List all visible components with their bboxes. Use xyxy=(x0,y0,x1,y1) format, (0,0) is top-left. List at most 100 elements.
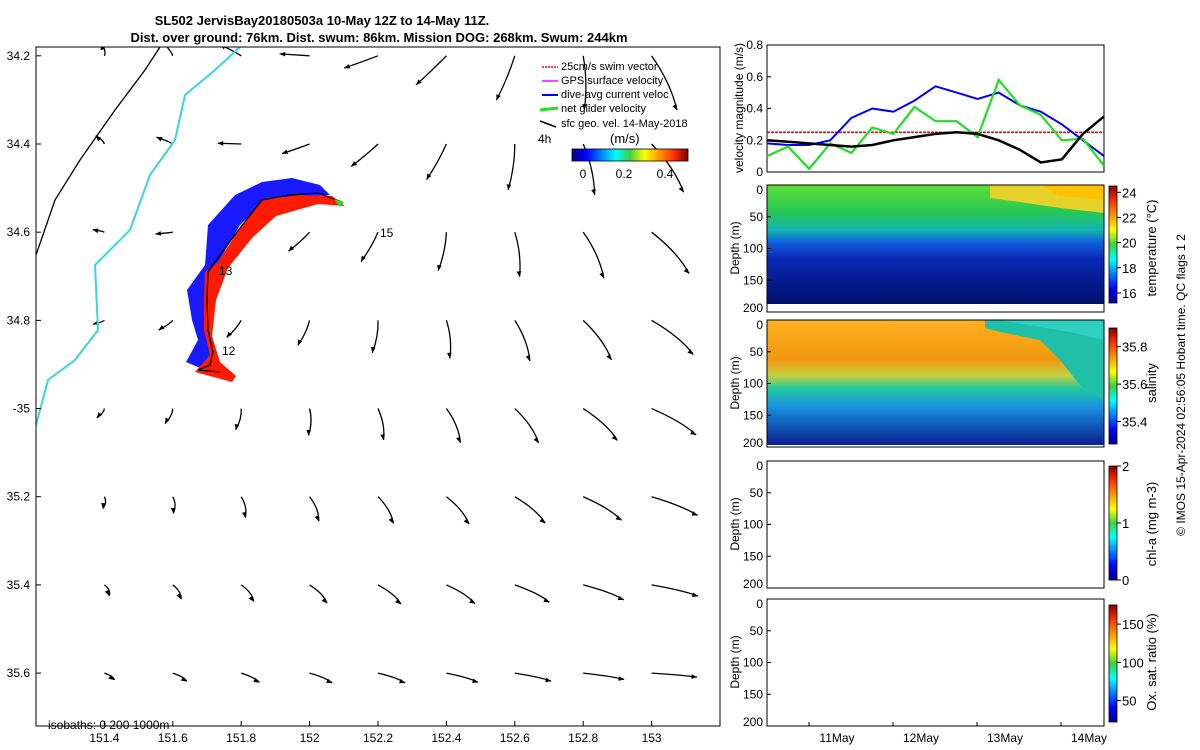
oxygen-colorbar xyxy=(1108,604,1118,723)
current-vector xyxy=(582,319,613,361)
colorbar-tick-label: 18 xyxy=(1122,261,1136,276)
current-vector-head xyxy=(617,595,624,601)
current-vector-head xyxy=(248,595,254,602)
map-y-tick-label: 34.4 xyxy=(7,137,31,151)
map-y-tick-label: 34.6 xyxy=(7,225,31,239)
track-blue-band xyxy=(186,178,330,372)
chla-panel: Depth (m) chl-a (mg m-3) xyxy=(728,460,1159,589)
current-vector-head xyxy=(516,271,522,277)
current-vector-head xyxy=(156,137,163,142)
current-vector-head xyxy=(226,331,233,338)
current-vector-head xyxy=(606,354,612,360)
oxygen-axes xyxy=(766,598,1105,727)
current-vector-head xyxy=(543,597,550,603)
current-vector-head xyxy=(281,149,288,154)
track-end-green xyxy=(334,199,344,207)
legend-sfc: sfc geo. vel. 14-May-2018 xyxy=(561,118,688,130)
current-vector-head xyxy=(456,436,461,443)
current-vector xyxy=(582,408,618,441)
map-y-tick-label: -35 xyxy=(13,402,31,416)
depth-tick-label: 50 xyxy=(750,210,764,224)
coastline xyxy=(36,47,241,426)
title-line-1: SL502 JervisBay20180503a 10-May 12Z to 1… xyxy=(155,13,490,28)
temperature-cblabel: temperature (°C) xyxy=(1144,200,1159,297)
current-vector-head xyxy=(96,412,103,418)
map-y-tick-label: 35.6 xyxy=(7,666,31,680)
velocity-y-tick-label: 0.2 xyxy=(746,133,763,147)
depth-tick-label: 150 xyxy=(743,549,763,563)
current-vector xyxy=(172,496,176,514)
current-vector xyxy=(445,408,462,443)
current-vector-head xyxy=(683,267,690,274)
current-vector-head xyxy=(234,423,240,430)
current-vector xyxy=(172,584,182,600)
isobath-label: isobaths: 0 200 1000m xyxy=(48,718,169,732)
depth-tick-label: 100 xyxy=(743,377,763,391)
colorbar-tick-label: 1 xyxy=(1122,516,1129,531)
colorbar-tick-label: 50 xyxy=(1122,694,1136,709)
salinity-cblabel: salinity xyxy=(1144,363,1159,403)
time-tick-label: 14May xyxy=(1071,731,1107,745)
depth-tick-label: 0 xyxy=(756,183,763,197)
colorbar-tick-label: 22 xyxy=(1122,210,1136,225)
current-vector-head xyxy=(469,598,476,604)
map-colorbar: (m/s) 0 0.2 0.4 xyxy=(571,131,689,181)
current-vector xyxy=(445,320,452,359)
current-vector-head xyxy=(426,173,432,180)
current-vector-head xyxy=(599,272,604,279)
current-vector-head xyxy=(253,677,260,683)
current-vector xyxy=(437,232,448,271)
current-vector xyxy=(651,407,697,436)
colorbar-tick-label: 0 xyxy=(1122,573,1129,588)
current-vector-head xyxy=(463,518,470,525)
current-vector xyxy=(102,496,107,510)
current-vector-head xyxy=(326,678,333,683)
current-vector-head xyxy=(690,430,697,435)
current-vector xyxy=(514,408,540,444)
time-axis-ticks: 11May 12May 13May 14May xyxy=(808,722,1107,745)
current-vector-head xyxy=(539,517,546,524)
velocity-y-tick-label: 0.8 xyxy=(746,38,763,52)
current-vector-head xyxy=(691,511,698,516)
depth-tick-label: 150 xyxy=(743,687,763,701)
depth-tick-label: 100 xyxy=(743,242,763,256)
current-vector-head xyxy=(437,264,442,271)
current-vector-head xyxy=(170,507,176,514)
depth-tick-label: 100 xyxy=(743,656,763,670)
track-label-12: 12 xyxy=(222,344,236,358)
temperature-colorbar xyxy=(1108,185,1118,304)
current-vector-head xyxy=(217,141,224,146)
legend-net: net glider velocity xyxy=(561,103,646,115)
map-x-tick-label: 152 xyxy=(300,731,320,745)
colorbar-tick-label: 35.4 xyxy=(1122,415,1147,430)
map-cb-tick: 0 xyxy=(580,167,587,181)
current-vectors xyxy=(92,47,699,684)
current-vector xyxy=(514,672,552,682)
current-vector-head xyxy=(297,339,303,346)
map-x-tick-label: 151.6 xyxy=(158,731,188,745)
map-x-tick-label: 153 xyxy=(642,731,662,745)
velocity-axes xyxy=(766,44,1105,173)
depth-tick-label: 100 xyxy=(743,518,763,532)
velocity-series-sfc xyxy=(766,115,1105,164)
current-vector xyxy=(651,584,699,597)
current-vector xyxy=(651,672,698,678)
current-vector-head xyxy=(615,515,622,521)
colorbar-tick-label: 16 xyxy=(1122,286,1136,301)
depth-tick-label: 200 xyxy=(743,301,763,315)
current-vector-head xyxy=(591,189,596,195)
current-vector xyxy=(495,55,516,101)
map-x-ticks: 151.4 151.6 151.8 152 152.2 152.4 152.6 152.8 15… xyxy=(89,721,662,745)
velocity-y-tick-label: 0 xyxy=(756,165,763,179)
current-vector xyxy=(651,496,699,517)
current-vector-head xyxy=(388,517,394,524)
map-y-tick-label: 35.4 xyxy=(7,578,31,592)
depth-tick-label: 50 xyxy=(750,486,764,500)
salinity-colorbar xyxy=(1108,327,1118,445)
legend-gps: GPS surface velocity xyxy=(561,75,664,87)
track-label-15: 15 xyxy=(380,226,394,240)
colorbar-tick-label: 24 xyxy=(1122,185,1136,200)
colorbar-tick-label: 150 xyxy=(1122,617,1144,632)
current-vector-head xyxy=(692,592,698,598)
current-vector-head xyxy=(221,47,225,50)
